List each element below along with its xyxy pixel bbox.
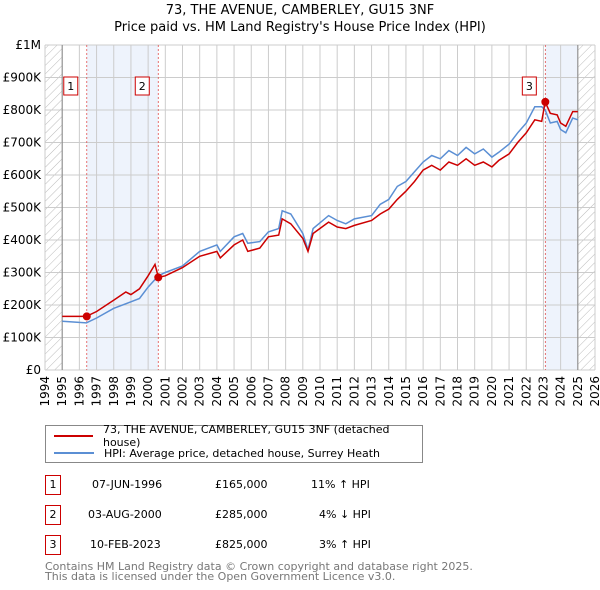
sale-point bbox=[82, 312, 91, 321]
y-tick-label: £200K bbox=[3, 298, 43, 312]
y-tick-label: £800K bbox=[3, 103, 43, 117]
legend-swatch-blue bbox=[54, 452, 94, 454]
x-tick-label: 2018 bbox=[451, 376, 465, 407]
x-tick-label: 2024 bbox=[554, 376, 568, 407]
sale-point bbox=[154, 273, 163, 282]
x-tick-label: 2020 bbox=[485, 376, 499, 407]
sale-marker: 1 bbox=[45, 475, 61, 495]
x-tick-label: 2026 bbox=[588, 376, 600, 407]
sale-date: 07-JUN-1996 bbox=[92, 478, 163, 491]
y-tick-label: £400K bbox=[3, 233, 43, 247]
x-tick-label: 2002 bbox=[176, 376, 190, 407]
x-tick-label: 1999 bbox=[124, 376, 138, 407]
x-tick-label: 2014 bbox=[382, 376, 396, 407]
x-tick-label: 2023 bbox=[536, 376, 550, 407]
y-tick-label: £100K bbox=[3, 331, 43, 345]
sale-date: 03-AUG-2000 bbox=[88, 508, 162, 521]
x-tick-label: 1997 bbox=[90, 376, 104, 407]
chart-subtitle: Price paid vs. HM Land Registry's House … bbox=[114, 20, 486, 35]
price-chart: 1994 1995 1996 1997 1998 1999 2000 2001 2002 2003… bbox=[3, 38, 600, 407]
y-tick-label: £900K bbox=[3, 71, 43, 85]
x-tick-label: 2004 bbox=[210, 376, 224, 407]
x-tick-label: 1996 bbox=[72, 376, 86, 407]
sale-row: 1 07-JUN-1996 £165,000 11% ↑ HPI bbox=[45, 475, 465, 495]
legend-label: 73, THE AVENUE, CAMBERLEY, GU15 3NF (det… bbox=[102, 423, 390, 449]
legend-swatch-red bbox=[54, 435, 93, 437]
legend-item-property: 73, THE AVENUE, CAMBERLEY, GU15 3NF (det… bbox=[54, 423, 422, 449]
sale-label-box bbox=[134, 76, 150, 96]
x-tick-label: 2005 bbox=[227, 376, 241, 407]
x-tick-label: 1998 bbox=[107, 376, 121, 407]
sale-label-box bbox=[63, 76, 79, 96]
x-tick-label: 2001 bbox=[158, 376, 172, 407]
sale-hpi: 3% ↑ HPI bbox=[319, 538, 371, 551]
x-tick-label: 2008 bbox=[279, 376, 293, 407]
x-tick-label: 2007 bbox=[261, 376, 275, 407]
x-tick-label: 2012 bbox=[347, 376, 361, 407]
x-tick-label: 2000 bbox=[141, 376, 155, 407]
legend: 73, THE AVENUE, CAMBERLEY, GU15 3NF (det… bbox=[45, 423, 423, 463]
x-tick-label: 1995 bbox=[55, 376, 69, 407]
y-tick-label: £1M bbox=[15, 38, 41, 52]
sale-label: 2 bbox=[139, 80, 146, 93]
sale-hpi: 11% ↑ HPI bbox=[311, 478, 370, 491]
x-tick-label: 2010 bbox=[313, 376, 327, 407]
sale-hpi: 4% ↓ HPI bbox=[319, 508, 371, 521]
sale-label-box bbox=[521, 76, 537, 96]
sale-label: 3 bbox=[526, 80, 533, 93]
sale-label: 1 bbox=[67, 80, 74, 93]
sale-marker: 2 bbox=[45, 505, 61, 525]
x-tick-label: 2022 bbox=[519, 376, 533, 407]
footer-copyright: Contains HM Land Registry data © Crown c… bbox=[45, 560, 473, 573]
sale-row: 2 03-AUG-2000 £285,000 4% ↓ HPI bbox=[45, 505, 465, 525]
sale-price: £285,000 bbox=[215, 508, 268, 521]
x-tick-label: 2013 bbox=[365, 376, 379, 407]
x-tick-label: 2015 bbox=[399, 376, 413, 407]
x-tick-label: 2019 bbox=[468, 376, 482, 407]
sale-point bbox=[541, 97, 550, 106]
x-tick-label: 2016 bbox=[416, 376, 430, 407]
x-tick-label: 1994 bbox=[38, 376, 52, 407]
sale-marker: 3 bbox=[45, 535, 61, 555]
sale-price: £825,000 bbox=[215, 538, 268, 551]
legend-label: HPI: Average price, detached house, Surr… bbox=[104, 446, 381, 460]
y-tick-label: £300K bbox=[3, 266, 43, 280]
y-tick-label: £0 bbox=[26, 363, 41, 377]
x-tick-label: 2003 bbox=[193, 376, 207, 407]
sale-date: 10-FEB-2023 bbox=[90, 538, 161, 551]
y-tick-label: £500K bbox=[3, 201, 43, 215]
x-tick-label: 2025 bbox=[571, 376, 585, 407]
x-tick-label: 2006 bbox=[244, 376, 258, 407]
chart-title: 73, THE AVENUE, CAMBERLEY, GU15 3NF bbox=[165, 3, 435, 18]
footer-licence: This data is licensed under the Open Gov… bbox=[45, 570, 396, 583]
x-tick-label: 2011 bbox=[330, 376, 344, 407]
x-tick-label: 2017 bbox=[433, 376, 447, 407]
x-tick-label: 2021 bbox=[502, 376, 516, 407]
sale-price: £165,000 bbox=[215, 478, 268, 491]
sale-row: 3 10-FEB-2023 £825,000 3% ↑ HPI bbox=[45, 535, 465, 555]
legend-item-hpi: HPI: Average price, detached house, Surr… bbox=[54, 445, 380, 461]
x-tick-label: 2009 bbox=[296, 376, 310, 407]
y-tick-label: £700K bbox=[3, 136, 43, 150]
y-tick-label: £600K bbox=[3, 168, 43, 182]
hpi-line bbox=[62, 106, 579, 324]
